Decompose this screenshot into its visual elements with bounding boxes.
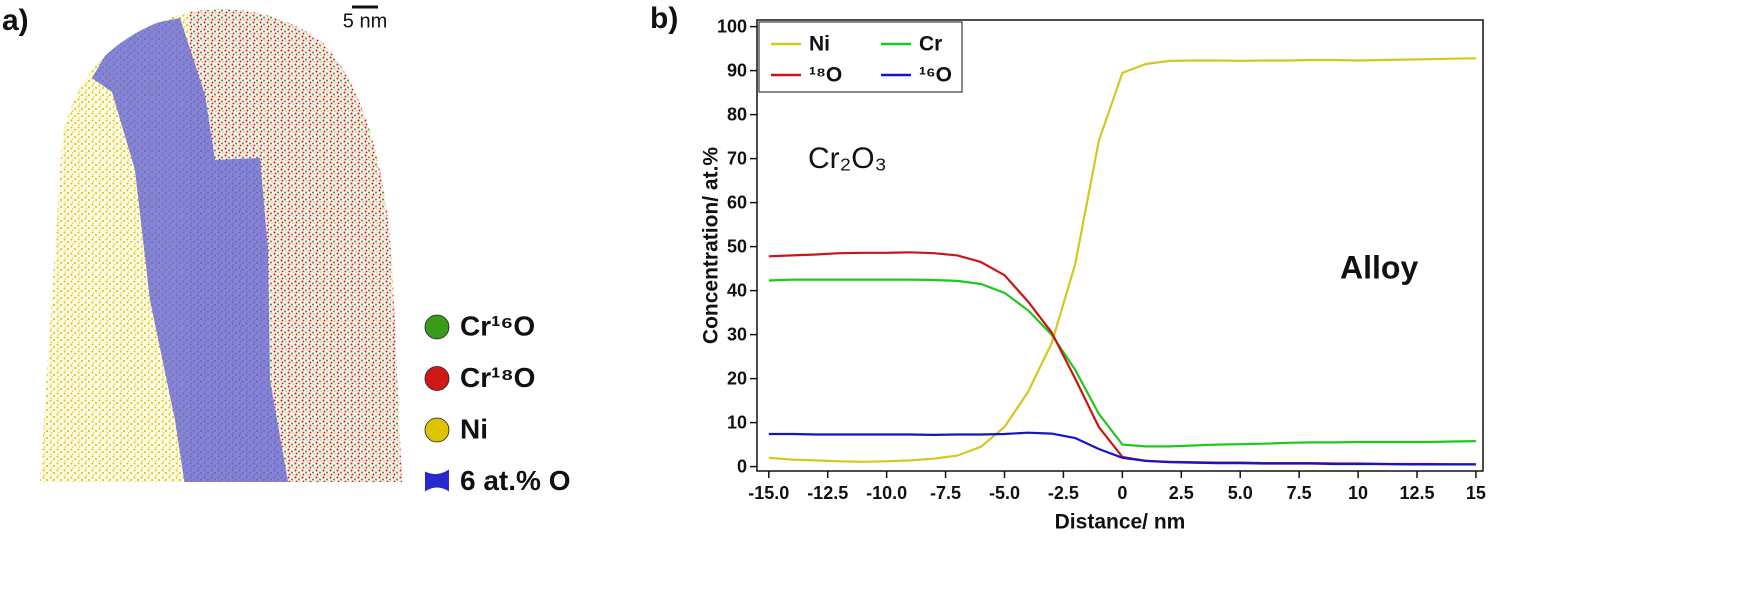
legend-swatch — [424, 314, 450, 340]
y-tick-label: 90 — [727, 60, 747, 80]
y-tick-label: 100 — [717, 16, 747, 36]
apt-legend: Cr¹⁶O Cr¹⁸O Ni 6 at.% O — [424, 310, 570, 496]
legend-box — [758, 21, 963, 93]
y-tick-label: 80 — [727, 104, 747, 124]
y-tick-label: 20 — [727, 368, 747, 388]
apt-reconstruction — [40, 9, 402, 482]
y-tick-label: 50 — [727, 236, 747, 256]
legend-label: Cr¹⁶O — [460, 310, 535, 341]
x-tick-label: -5.0 — [989, 483, 1020, 503]
x-tick-label: -12.5 — [807, 483, 848, 503]
x-tick-label: 10 — [1348, 483, 1368, 503]
legend-label: ¹⁸O — [809, 64, 842, 87]
y-axis-label: Concentration/ at.% — [700, 147, 723, 345]
panel-label: a) — [2, 4, 29, 37]
y-tick-label: 30 — [727, 324, 747, 344]
x-tick-label: 2.5 — [1169, 483, 1194, 503]
legend-swatch — [425, 469, 449, 492]
scale-bar-label: 5 nm — [343, 10, 387, 32]
legend-label: Ni — [460, 413, 488, 444]
x-tick-label: -15.0 — [748, 483, 789, 503]
x-tick-label: 7.5 — [1287, 483, 1312, 503]
x-tick-label: 15 — [1466, 483, 1486, 503]
x-tick-label: -7.5 — [930, 483, 961, 503]
panel-label: b) — [650, 2, 678, 35]
legend-label: Ni — [809, 33, 830, 56]
legend-label: Cr¹⁸O — [460, 362, 535, 393]
x-tick-label: 12.5 — [1399, 483, 1434, 503]
legend: Ni Cr ¹⁸O ¹⁶O — [758, 21, 963, 93]
y-tick-label: 40 — [727, 280, 747, 300]
x-tick-label: -10.0 — [866, 483, 907, 503]
annotation: Alloy — [1340, 249, 1418, 285]
series-line — [768, 278, 1476, 448]
x-tick-label: 5.0 — [1228, 483, 1253, 503]
legend-label: ¹⁶O — [919, 64, 952, 87]
legend-label: 6 at.% O — [460, 465, 570, 496]
x-tick-label: 0 — [1117, 483, 1127, 503]
x-tick-label: -2.5 — [1048, 483, 1079, 503]
y-tick-label: 60 — [727, 192, 747, 212]
annotation: Cr₂O₃ — [808, 142, 887, 175]
y-tick-label: 70 — [727, 148, 747, 168]
y-tick-label: 0 — [737, 456, 747, 476]
x-axis-label: Distance/ nm — [1055, 511, 1186, 534]
legend-swatch — [424, 417, 450, 443]
plot-frame — [756, 19, 1484, 472]
legend-label: Cr — [919, 33, 942, 56]
y-tick-label: 10 — [727, 412, 747, 432]
series-line — [768, 57, 1476, 463]
legend-swatch — [424, 366, 450, 391]
series-line — [768, 431, 1476, 466]
